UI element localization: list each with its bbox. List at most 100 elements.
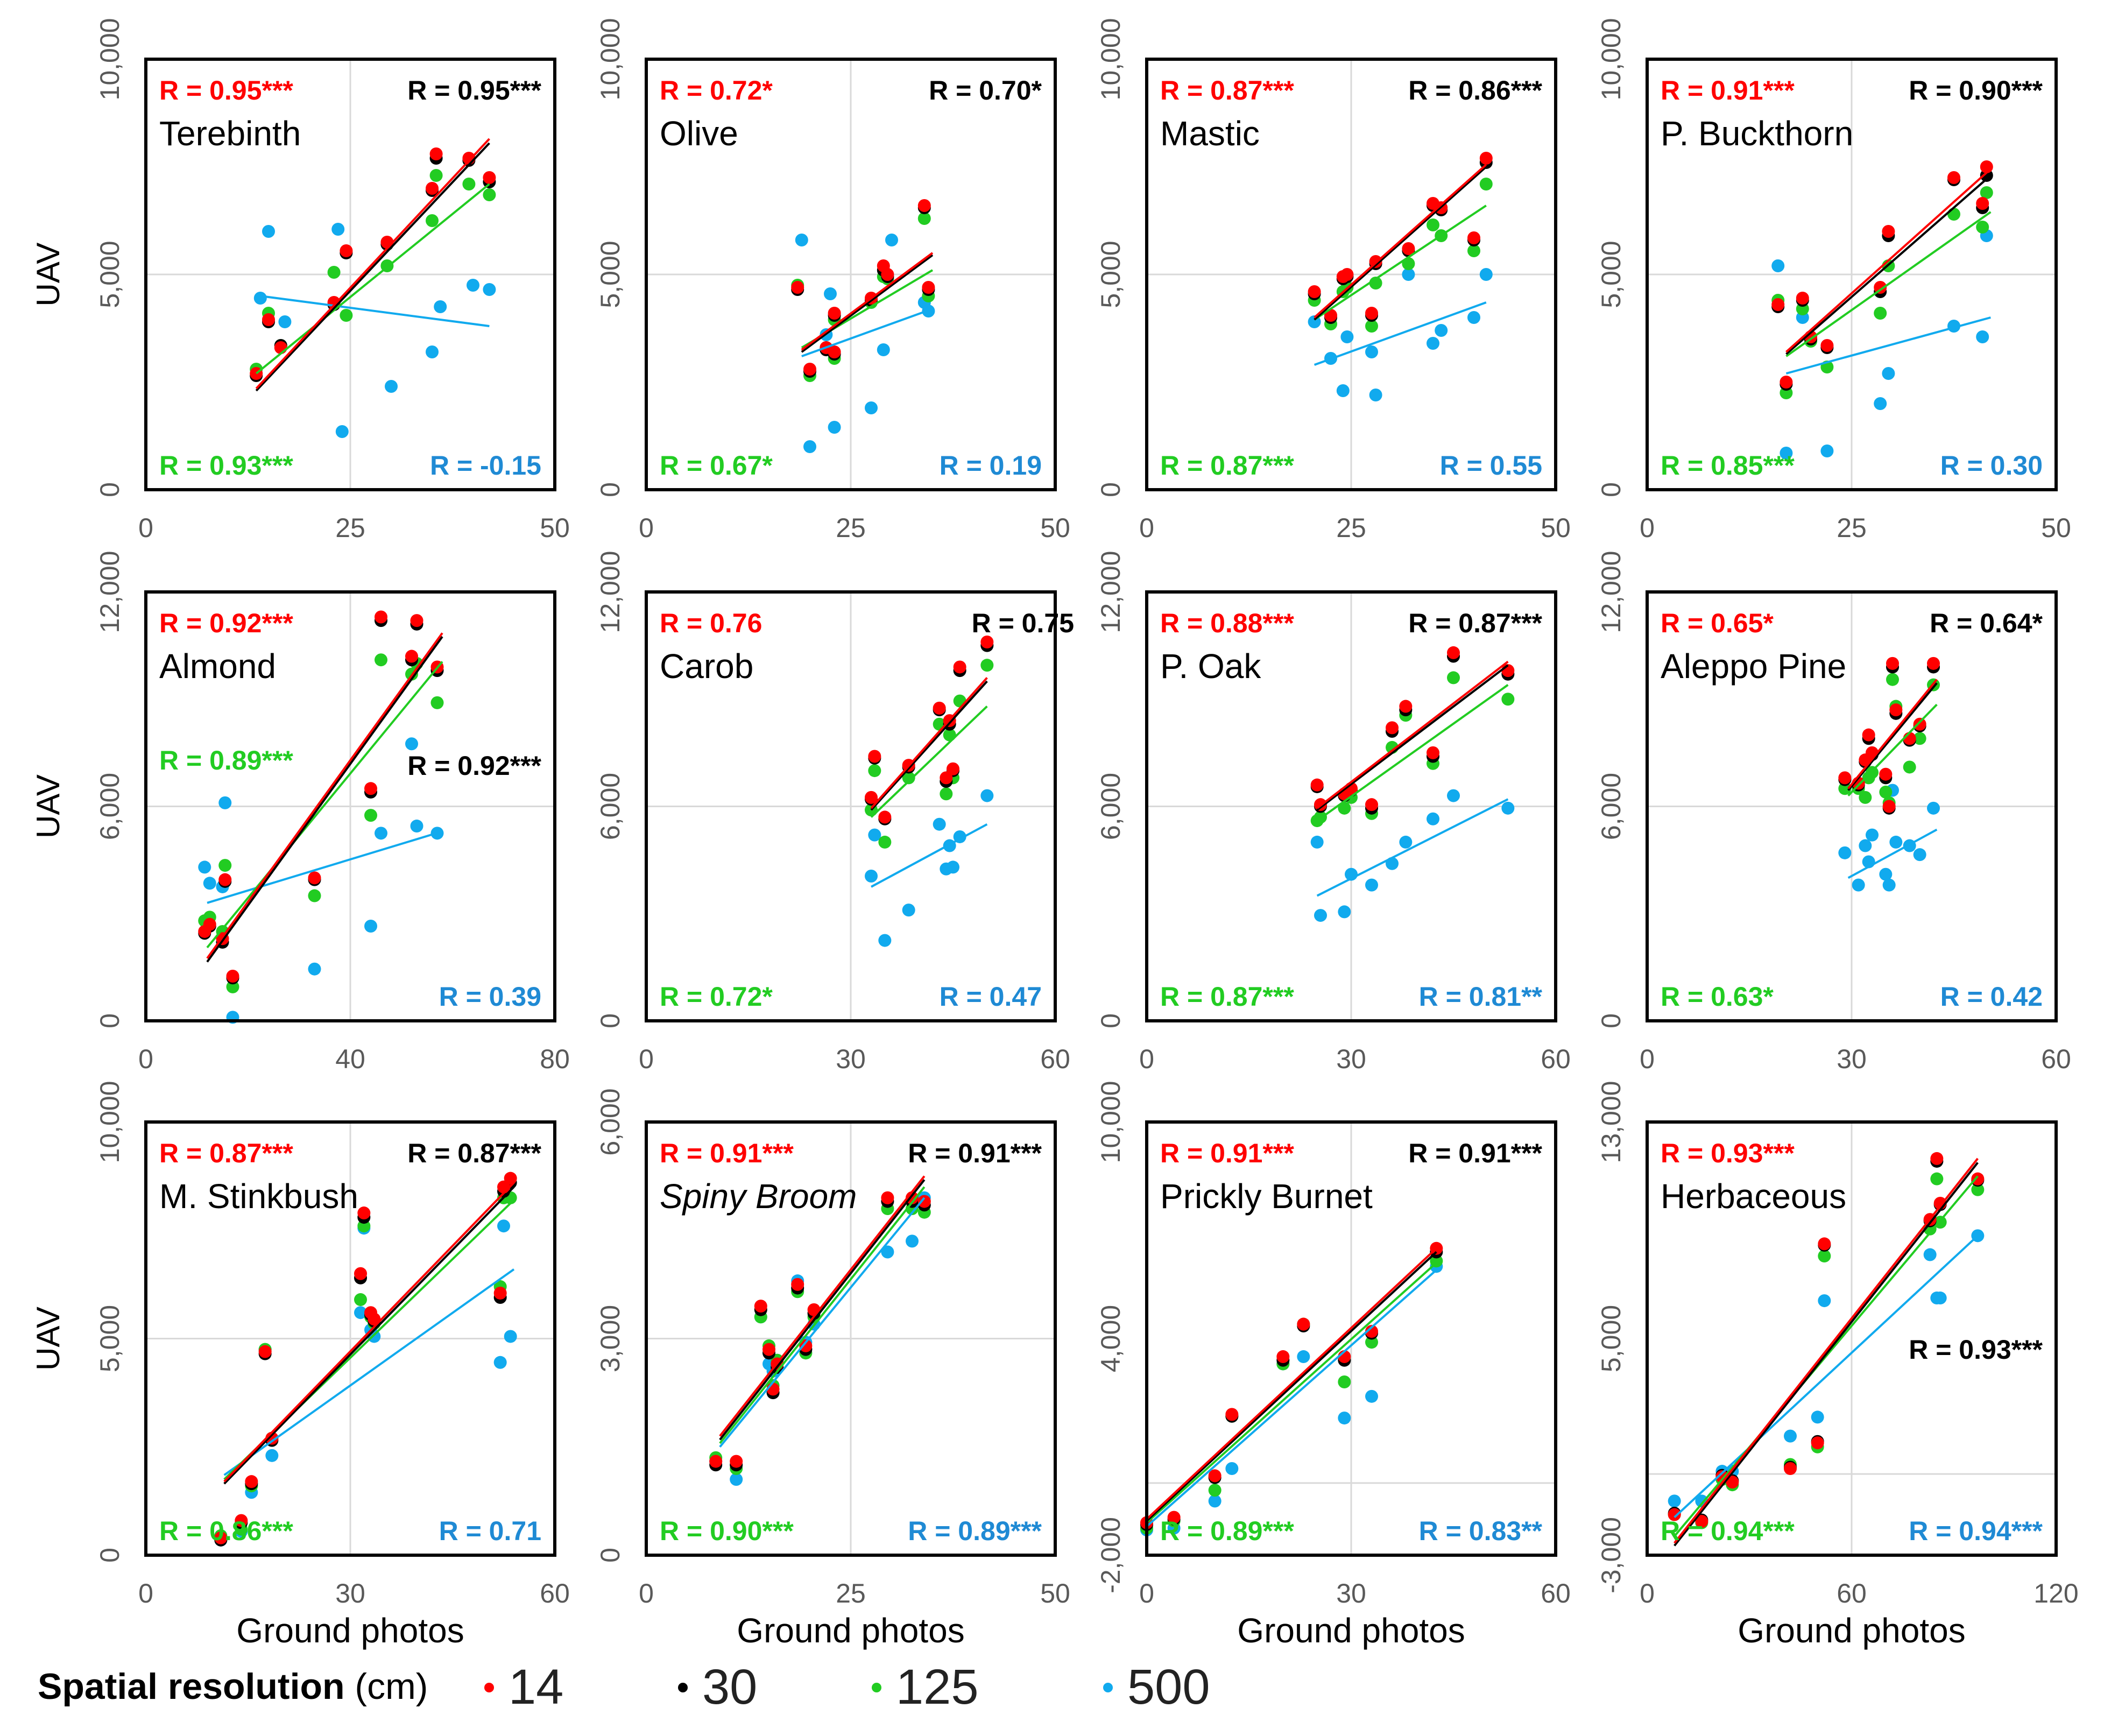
point-125cm xyxy=(1886,673,1899,686)
point-14cm xyxy=(426,182,439,195)
x-tick-label: 0 xyxy=(1139,1044,1154,1074)
point-14cm xyxy=(1796,292,1809,305)
point-500cm xyxy=(1402,268,1415,281)
y-tick-label: 6,000 xyxy=(595,773,625,840)
point-500cm xyxy=(824,287,837,300)
point-500cm xyxy=(1913,848,1926,862)
panel-spiny-broom: 0 25 50 0 3,000 6,000 Ground photos R = 0.91***… xyxy=(595,1088,1070,1650)
point-500cm xyxy=(203,877,216,890)
point-14cm xyxy=(940,771,953,785)
x-tick-label: 60 xyxy=(1541,1578,1571,1608)
point-125cm xyxy=(1874,307,1887,320)
point-14cm xyxy=(791,281,804,294)
legend-marker-14 xyxy=(484,1683,494,1692)
point-14cm xyxy=(1467,231,1480,244)
r-label-500cm: R = 0.39 xyxy=(439,982,541,1012)
point-14cm xyxy=(1930,1152,1944,1165)
point-14cm xyxy=(410,614,423,627)
trendline-500cm xyxy=(1146,1269,1437,1527)
x-tick-label: 30 xyxy=(335,1578,365,1608)
x-tick-label: 25 xyxy=(335,513,365,543)
point-14cm xyxy=(828,307,841,320)
point-14cm xyxy=(218,873,232,886)
point-14cm xyxy=(462,152,476,165)
point-500cm xyxy=(504,1330,517,1343)
species-title: Almond xyxy=(159,647,276,686)
point-14cm xyxy=(1365,798,1378,811)
point-125cm xyxy=(483,188,496,201)
x-tick-label: 50 xyxy=(540,513,570,543)
point-500cm xyxy=(865,401,878,414)
x-tick-label: 50 xyxy=(1541,513,1571,543)
x-tick-label: 30 xyxy=(836,1044,866,1074)
point-14cm xyxy=(1879,767,1893,781)
trendline-125cm xyxy=(1146,1262,1437,1524)
point-14cm xyxy=(754,1300,767,1313)
x-tick-label: 60 xyxy=(540,1578,570,1608)
point-125cm xyxy=(1976,221,1989,234)
r-label-30cm: R = 0.91*** xyxy=(908,1138,1042,1168)
point-500cm xyxy=(906,1234,919,1248)
legend-label-14: 14 xyxy=(509,1660,564,1714)
point-500cm xyxy=(278,315,292,328)
point-500cm xyxy=(980,789,994,802)
r-label-500cm: R = 0.30 xyxy=(1940,450,2043,481)
y-axis-title: UAV xyxy=(30,1307,66,1371)
point-125cm xyxy=(327,266,341,279)
x-tick-label: 50 xyxy=(1040,1578,1070,1608)
point-14cm xyxy=(1399,700,1413,713)
point-14cm xyxy=(1386,721,1399,735)
trendline-500cm xyxy=(207,830,443,904)
y-axis-title: UAV xyxy=(30,774,66,838)
point-14cm xyxy=(1310,778,1324,792)
r-label-14cm: R = 0.91*** xyxy=(1160,1138,1294,1168)
point-125cm xyxy=(878,835,892,849)
y-tick-label: 6,000 xyxy=(595,1088,625,1155)
point-500cm xyxy=(1225,1462,1239,1475)
point-500cm xyxy=(1479,268,1493,281)
species-title: P. Oak xyxy=(1160,647,1261,686)
y-axis-title: UAV xyxy=(30,243,66,307)
y-tick-label: 5,000 xyxy=(95,1305,125,1372)
trendline-14cm xyxy=(255,138,490,390)
point-14cm xyxy=(504,1172,517,1185)
point-14cm xyxy=(203,918,216,931)
point-500cm xyxy=(1818,1294,1831,1308)
point-500cm xyxy=(1882,878,1896,892)
x-tick-label: 80 xyxy=(540,1044,570,1074)
point-14cm xyxy=(340,244,353,257)
point-500cm xyxy=(865,870,878,883)
point-125cm xyxy=(354,1293,367,1307)
r-label-30cm: R = 0.87*** xyxy=(407,1138,541,1168)
y-tick-label: 0 xyxy=(595,1013,625,1028)
point-14cm xyxy=(881,268,894,281)
trendline-125cm xyxy=(719,1186,926,1444)
point-125cm xyxy=(426,214,439,227)
point-14cm xyxy=(1726,1476,1739,1489)
panel-almond: 0 40 80 0 6,000 12,000 UAV R = 0.92*** R = 0.92*… xyxy=(30,551,570,1074)
point-500cm xyxy=(881,1245,894,1259)
r-label-14cm: R = 0.87*** xyxy=(159,1138,293,1168)
trendline-500cm xyxy=(719,1197,926,1448)
point-125cm xyxy=(430,696,444,709)
x-tick-label: 25 xyxy=(1336,513,1366,543)
point-125cm xyxy=(1447,671,1460,684)
point-500cm xyxy=(385,380,398,393)
point-14cm xyxy=(917,199,931,212)
r-label-14cm: R = 0.91*** xyxy=(1661,75,1795,105)
point-14cm xyxy=(791,1278,804,1291)
panel-herbaceous: 0 60 120 -3,000 5,000 13,000 Ground photos R = … xyxy=(1596,1081,2079,1650)
point-14cm xyxy=(1340,268,1354,281)
point-500cm xyxy=(1923,1248,1937,1261)
point-14cm xyxy=(1971,1172,1985,1185)
point-500cm xyxy=(1771,259,1785,272)
point-125cm xyxy=(1971,1183,1985,1196)
panel-carob: 0 30 60 0 6,000 12,000 R = 0.76 R = 0.75 R = 0.7… xyxy=(595,551,1074,1074)
point-14cm xyxy=(262,313,275,326)
point-14cm xyxy=(1276,1350,1290,1364)
x-tick-label: 0 xyxy=(1640,513,1655,543)
y-tick-label: 10,000 xyxy=(1096,1081,1126,1163)
point-500cm xyxy=(1338,1412,1351,1425)
trendline-14cm xyxy=(870,677,988,809)
